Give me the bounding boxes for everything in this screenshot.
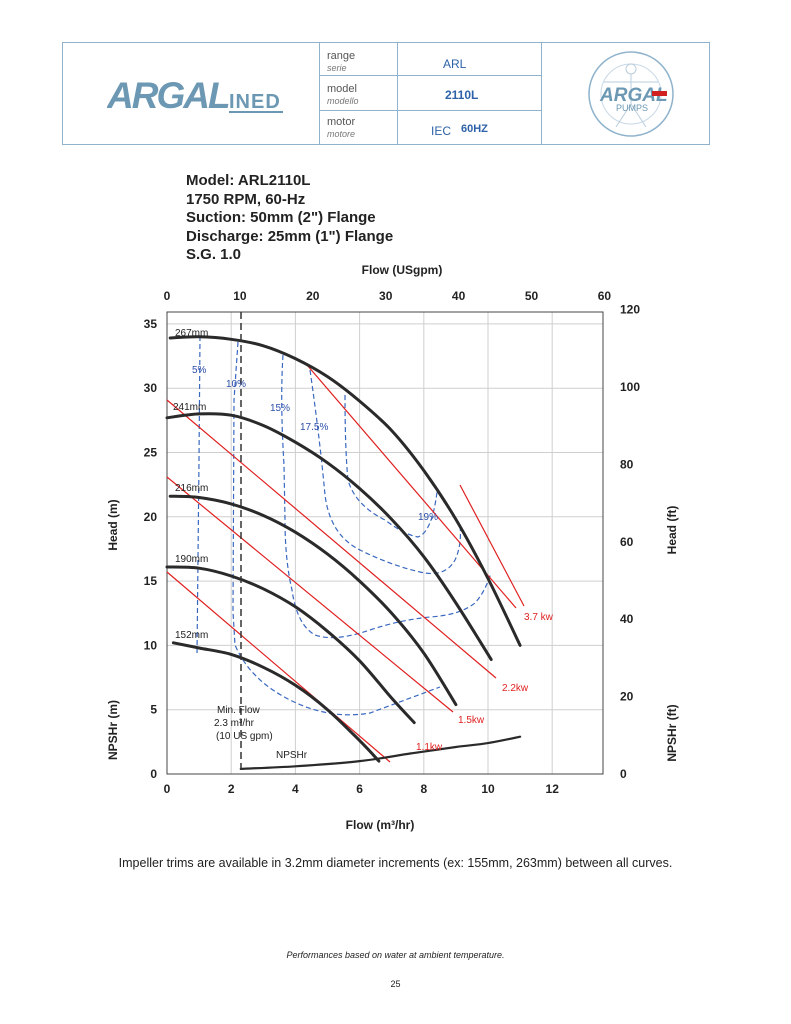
power-label-1-1: 1.1kw <box>416 742 443 753</box>
suction-line: Suction: 50mm (2") Flange <box>186 209 376 226</box>
svg-text:INED: INED <box>229 91 281 113</box>
power-label-2-2: 2.2kw <box>502 683 529 694</box>
y2-tick-label: 100 <box>620 380 640 394</box>
eff-17b-curve <box>344 394 438 538</box>
y-tick-label: 20 <box>144 510 158 524</box>
eff-5-curve <box>196 335 201 656</box>
min-flow-label: Min. Flow <box>217 705 261 716</box>
y2-tick-label: 120 <box>620 303 640 317</box>
y2-tick-label: 0 <box>620 767 627 781</box>
power-label-1-5: 1.5kw <box>458 715 485 726</box>
y2-tick-label: 80 <box>620 457 634 471</box>
y-tick-label: 25 <box>144 446 158 460</box>
curve-label-152: 152mm <box>175 630 208 641</box>
eff-15-curve <box>281 354 492 639</box>
impeller-trim-note: Impeller trims are available in 3.2mm di… <box>118 856 673 870</box>
x-tick-label: 4 <box>292 782 299 796</box>
y2-tick-label: 40 <box>620 612 634 626</box>
motor-value-hz: 60HZ <box>461 123 488 135</box>
eff-10-curve <box>232 341 441 716</box>
y2-tick-label: 20 <box>620 690 634 704</box>
eff-label-10: 10% <box>226 379 246 390</box>
range-value: ARL <box>443 57 467 71</box>
curve-152mm <box>171 641 381 763</box>
model-sub: modello <box>327 96 359 106</box>
y-tick-label: 35 <box>144 317 158 331</box>
x-tick-label: 2 <box>228 782 235 796</box>
eff-label-5: 5% <box>192 365 207 376</box>
x2-tick-label: 40 <box>452 289 466 303</box>
npshr-label: NPSHr <box>276 750 308 761</box>
bottom-axis-title: Flow (m³/hr) <box>346 818 415 832</box>
impeller-curves <box>165 335 522 770</box>
x-tick-label: 10 <box>481 782 495 796</box>
x2-tick-label: 20 <box>306 289 320 303</box>
motor-sub: motore <box>327 129 356 139</box>
power-2-2kw-line <box>166 399 497 679</box>
x-tick-label: 6 <box>356 782 363 796</box>
y-tick-label: 10 <box>144 638 158 652</box>
model-info-block: Model: ARL2110L 1750 RPM, 60-Hz Suction:… <box>186 172 393 265</box>
range-sub: serie <box>327 63 347 73</box>
motor-value-iec: IEC <box>431 124 452 138</box>
sg-line: S.G. 1.0 <box>186 246 242 263</box>
power-lines <box>166 364 525 763</box>
y-tick-label: 5 <box>150 703 157 717</box>
x-tick-label: 12 <box>546 782 560 796</box>
eff-label-15: 15% <box>270 403 290 414</box>
x-tick-label: 0 <box>164 782 171 796</box>
min-flow-gpm: (10 US gpm) <box>216 731 273 742</box>
power-label-3-7: 3.7 kw <box>524 612 554 623</box>
left-head-title: Head (m) <box>106 499 120 550</box>
y-tick-label: 0 <box>150 767 157 781</box>
curve-267mm <box>168 335 522 647</box>
power-3-7kw-line-b <box>459 484 525 607</box>
model-line: Model: ARL2110L <box>186 172 311 189</box>
curve-label-267: 267mm <box>175 328 208 339</box>
argal-pumps-badge: ARGAL PUMPS <box>586 49 676 144</box>
x2-tick-label: 10 <box>233 289 247 303</box>
plot-frame <box>166 311 604 775</box>
curve-216mm <box>168 494 458 707</box>
x2-tick-label: 30 <box>379 289 393 303</box>
curve-label-216: 216mm <box>175 483 208 494</box>
eff-label-17-5: 17.5% <box>300 422 328 433</box>
curve-190mm <box>165 565 416 725</box>
curve-241mm <box>165 412 493 661</box>
top-axis-title: Flow (USgpm) <box>362 263 443 277</box>
min-flow-value: 2.3 m³/hr <box>214 718 255 729</box>
footer-note: Performances based on water at ambient t… <box>286 950 505 960</box>
eff-17-curve <box>309 369 462 575</box>
model-value: 2110L <box>445 88 479 102</box>
curve-NPSHr <box>239 735 522 770</box>
svg-text:ARGAL: ARGAL <box>599 85 668 106</box>
power-1-5kw-line <box>166 476 454 713</box>
y2-tick-label: 60 <box>620 535 634 549</box>
right-head-title: Head (ft) <box>665 506 679 555</box>
page-number: 25 <box>390 979 401 989</box>
eff-label-19: 19% <box>418 512 438 523</box>
x2-tick-label: 0 <box>164 289 171 303</box>
svg-text:ARGAL: ARGAL <box>107 75 229 115</box>
right-npshr-title: NPSHr (ft) <box>665 704 679 761</box>
curve-label-190: 190mm <box>175 554 208 565</box>
y-tick-label: 15 <box>144 574 158 588</box>
model-label: model <box>327 83 357 95</box>
left-npshr-title: NPSHr (m) <box>106 700 120 760</box>
y-tick-label: 30 <box>144 381 158 395</box>
motor-label: motor <box>327 116 356 128</box>
range-label: range <box>327 50 356 62</box>
brand-logo: ARGAL INED <box>106 75 287 120</box>
svg-text:PUMPS: PUMPS <box>616 103 648 113</box>
power-1-1kw-line <box>166 571 391 763</box>
rpm-line: 1750 RPM, 60-Hz <box>186 190 306 208</box>
curve-label-241: 241mm <box>173 402 206 413</box>
x2-tick-label: 60 <box>598 289 612 303</box>
header-table: ARGAL INED range serie ARL model modello… <box>62 42 710 145</box>
x2-tick-label: 50 <box>525 289 539 303</box>
discharge-line: Discharge: 25mm (1") Flange <box>186 227 394 245</box>
x-tick-label: 8 <box>420 782 427 796</box>
